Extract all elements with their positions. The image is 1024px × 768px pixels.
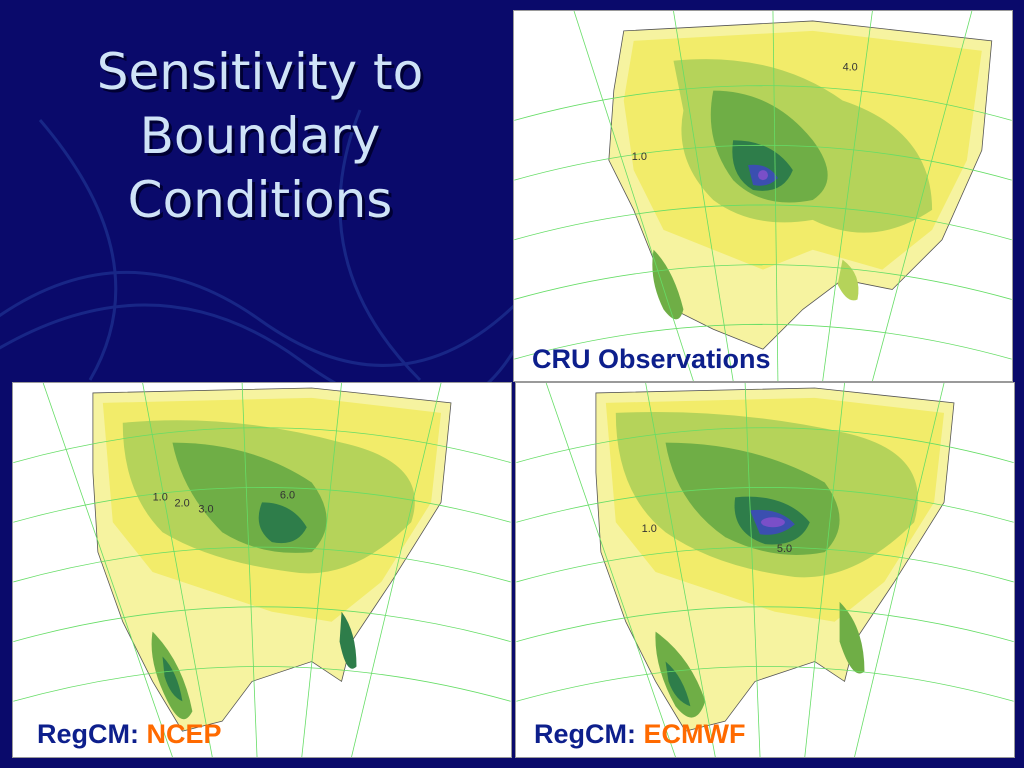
precipitation-map-ncep: 1.0 2.0 3.0 6.0 [13, 383, 511, 757]
caption-highlight: NCEP [146, 719, 222, 749]
contour-green-southeast [837, 259, 859, 301]
caption-prefix: RegCM: [37, 719, 147, 749]
contour-green-southwest [655, 631, 706, 718]
caption-ecmwf: RegCM: ECMWF [534, 719, 745, 750]
contour-label: 6.0 [280, 489, 295, 501]
slide-title: Sensitivity to Boundary Conditions [20, 40, 500, 232]
grid-lines [514, 11, 1012, 381]
contour-label: 3.0 [198, 503, 213, 515]
contour-green-southeast [339, 611, 357, 669]
contour-dark-southwest [162, 656, 183, 702]
contour-label: 1.0 [153, 491, 168, 503]
caption-highlight: ECMWF [643, 719, 746, 749]
contour-violet [758, 170, 768, 181]
contour-label: 2.0 [174, 497, 189, 509]
grid-lines [516, 383, 1014, 757]
precipitation-map-ecmwf: 1.0 5.0 [516, 383, 1014, 757]
map-panel-cru: 4.0 1.0 CRU Observations [513, 10, 1013, 382]
map-panel-ecmwf: 1.0 5.0 RegCM: ECMWF [515, 382, 1015, 758]
contour-label: 1.0 [642, 523, 657, 535]
contour-label: 1.0 [632, 151, 647, 163]
caption-prefix: RegCM: [534, 719, 644, 749]
title-line-1: Sensitivity to [96, 43, 424, 101]
map-panel-ncep: 1.0 2.0 3.0 6.0 RegCM: NCEP [12, 382, 512, 758]
contour-label: 4.0 [843, 62, 858, 74]
contour-dark-southwest [665, 661, 691, 707]
title-line-3: Conditions [127, 171, 393, 229]
precipitation-map-cru: 4.0 1.0 [514, 11, 1012, 381]
caption-cru: CRU Observations [532, 344, 771, 374]
contour-green-southeast [839, 601, 865, 674]
contour-dark-green [258, 502, 307, 544]
contour-green-southwest [652, 249, 684, 320]
contour-label: 5.0 [777, 543, 792, 555]
title-line-2: Boundary [139, 107, 381, 165]
caption-ncep: RegCM: NCEP [37, 719, 222, 750]
grid-lines [13, 383, 511, 757]
contour-violet [761, 517, 785, 528]
